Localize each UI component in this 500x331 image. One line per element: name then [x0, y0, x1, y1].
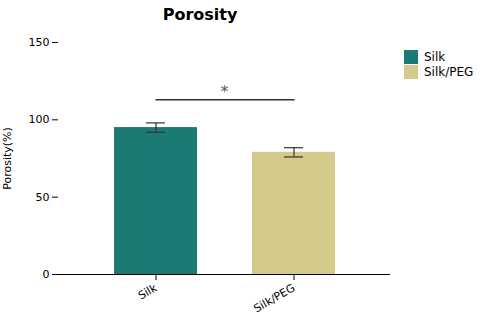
svg-text:Silk/PEG: Silk/PEG	[252, 281, 298, 315]
html-text:Porosity: Porosity	[162, 5, 238, 24]
html-text:Silk/PEG: Silk/PEG	[424, 65, 474, 79]
svg-text:*: *	[221, 82, 229, 101]
svg-text:50: 50	[36, 191, 50, 204]
html-text:Silk: Silk	[424, 50, 446, 64]
svg-text:150: 150	[29, 36, 50, 49]
svg-text:Silk: Silk	[136, 281, 160, 302]
svg-text:0: 0	[43, 268, 50, 281]
svg-text:100: 100	[29, 113, 50, 126]
svg-text:Porosity(%): Porosity(%)	[1, 127, 14, 190]
